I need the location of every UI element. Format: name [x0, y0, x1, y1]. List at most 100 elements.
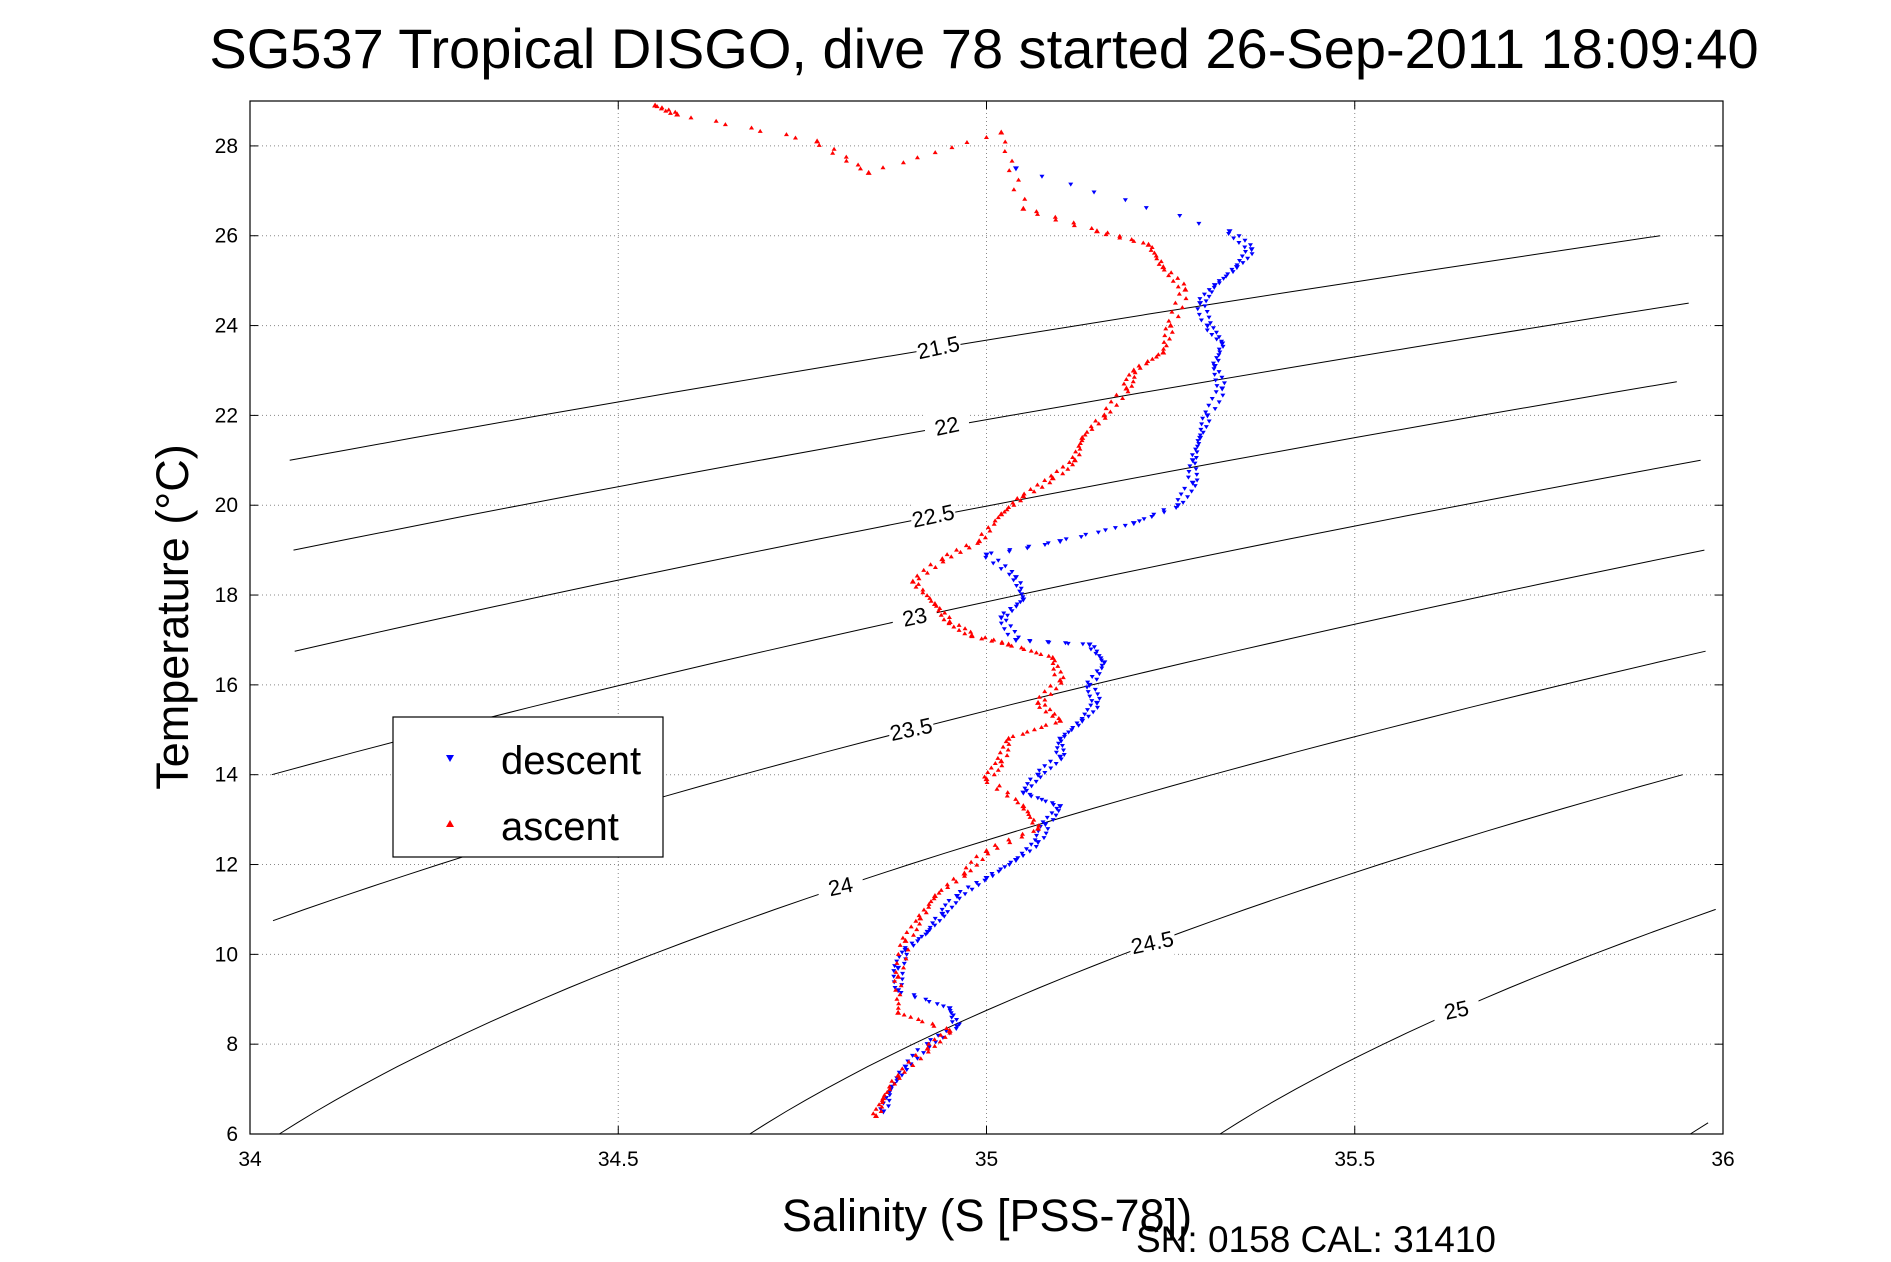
- descent-point: [1020, 854, 1026, 859]
- descent-point: [954, 1024, 961, 1030]
- ascent-point: [983, 134, 989, 139]
- ascent-point: [1001, 509, 1007, 514]
- series-descent: [878, 166, 1255, 1115]
- ascent-point: [1077, 440, 1083, 445]
- ascent-point: [830, 150, 836, 155]
- descent-point: [1044, 815, 1050, 820]
- descent-point: [895, 965, 902, 971]
- descent-point: [1070, 726, 1076, 731]
- descent-point: [1023, 847, 1029, 852]
- descent-point: [1057, 539, 1064, 545]
- descent-point: [1015, 635, 1021, 640]
- ascent-point: [989, 638, 995, 643]
- ascent-point: [928, 598, 934, 603]
- ascent-point: [1053, 686, 1059, 691]
- ascent-point: [1160, 349, 1167, 355]
- descent-point: [1057, 736, 1064, 742]
- ascent-point: [1183, 296, 1189, 301]
- ascent-point: [991, 772, 997, 777]
- descent-point: [1220, 344, 1226, 349]
- descent-point: [945, 910, 951, 915]
- ascent-point: [1009, 158, 1015, 163]
- ascent-point: [913, 1052, 919, 1057]
- ascent-point: [1060, 471, 1066, 476]
- descent-point: [1041, 836, 1047, 841]
- descent-point: [1060, 748, 1066, 753]
- ascent-point: [1158, 259, 1164, 264]
- ascent-point: [857, 166, 863, 171]
- descent-point: [1088, 647, 1094, 652]
- descent-point: [1094, 669, 1100, 674]
- ascent-point: [654, 104, 660, 109]
- ascent-point: [931, 896, 937, 901]
- y-tick-label: 18: [215, 584, 238, 607]
- descent-point: [1033, 845, 1039, 850]
- ascent-point: [1079, 434, 1086, 440]
- ascent-point: [999, 763, 1005, 768]
- ascent-point: [1038, 652, 1044, 657]
- descent-point: [1051, 802, 1057, 807]
- ascent-point: [932, 1043, 938, 1048]
- ascent-point: [931, 892, 938, 898]
- ascent-point: [933, 603, 939, 608]
- ascent-point: [1050, 661, 1056, 666]
- descent-point: [1197, 297, 1203, 302]
- ascent-point: [1004, 507, 1010, 512]
- descent-point: [886, 1098, 892, 1103]
- ascent-point: [1029, 820, 1035, 825]
- legend-ascent-label: ascent: [501, 805, 619, 849]
- descent-point: [1050, 818, 1056, 823]
- descent-point: [1214, 356, 1220, 361]
- descent-point: [947, 1008, 953, 1013]
- ascent-point: [1058, 669, 1064, 674]
- descent-point: [998, 615, 1005, 621]
- ascent-point: [1048, 683, 1054, 688]
- ascent-point: [982, 635, 988, 640]
- x-axis-label: Salinity (S [PSS-78]): [782, 1190, 1192, 1241]
- ascent-point: [962, 626, 968, 631]
- ascent-point: [988, 765, 994, 770]
- ascent-point: [991, 521, 997, 526]
- descent-point: [892, 964, 898, 969]
- ascent-point: [914, 155, 920, 160]
- descent-point: [1057, 804, 1064, 810]
- ascent-point: [938, 612, 944, 617]
- descent-point: [1192, 461, 1198, 466]
- descent-point: [1042, 764, 1048, 769]
- ascent-point: [1005, 735, 1012, 741]
- x-tick-label: 35.5: [1334, 1148, 1375, 1171]
- ascent-point: [926, 901, 932, 906]
- descent-point: [894, 1079, 900, 1084]
- ascent-point: [974, 854, 980, 859]
- ascent-point: [1046, 653, 1052, 658]
- ascent-point: [1011, 502, 1017, 507]
- descent-point: [1092, 687, 1098, 692]
- ascent-point: [992, 518, 998, 523]
- ascent-point: [1035, 211, 1041, 216]
- descent-point: [914, 1056, 920, 1061]
- descent-point: [1013, 583, 1019, 588]
- ascent-point: [1006, 168, 1012, 173]
- descent-point: [1231, 236, 1237, 241]
- ascent-point: [1042, 697, 1048, 702]
- descent-point: [1177, 214, 1183, 219]
- ascent-point: [944, 1025, 950, 1030]
- ascent-point: [998, 511, 1005, 517]
- ascent-point: [923, 910, 929, 915]
- descent-point: [1221, 276, 1227, 281]
- ascent-point: [1005, 747, 1011, 752]
- descent-point: [1076, 723, 1082, 728]
- ascent-point: [979, 531, 985, 536]
- descent-point: [1220, 393, 1226, 398]
- ascent-point: [1057, 717, 1064, 723]
- y-tick-label: 10: [215, 943, 238, 966]
- ascent-point: [1000, 744, 1006, 749]
- descent-point: [1028, 794, 1034, 799]
- ascent-point: [1130, 379, 1136, 384]
- ascent-point: [896, 1001, 902, 1006]
- ascent-point: [1149, 245, 1155, 250]
- descent-point: [1037, 775, 1043, 780]
- descent-point: [1143, 206, 1149, 211]
- ascent-point: [1160, 264, 1167, 270]
- descent-point: [1178, 492, 1184, 497]
